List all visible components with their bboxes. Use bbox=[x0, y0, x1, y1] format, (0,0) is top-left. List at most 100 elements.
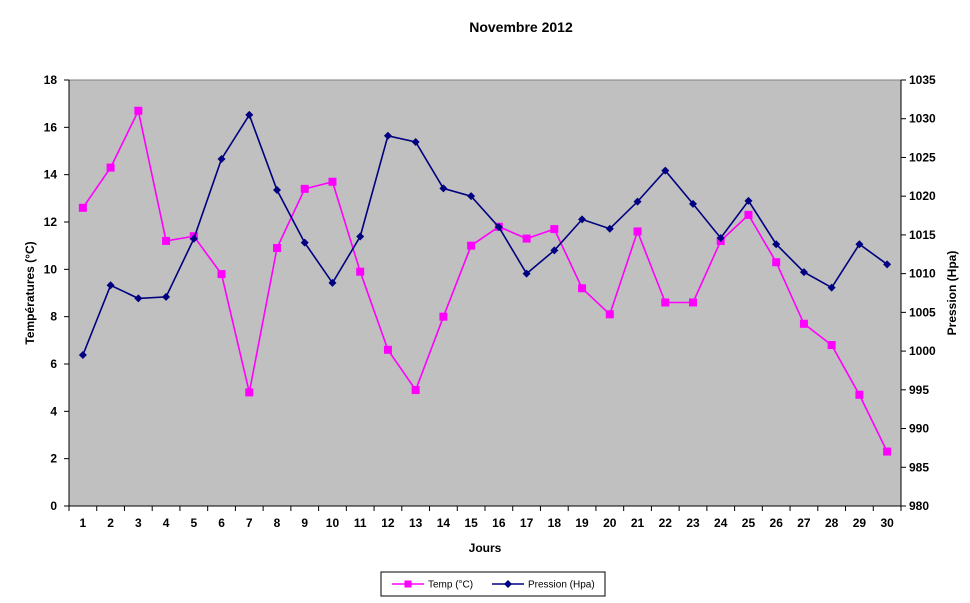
chart-title: Novembre 2012 bbox=[469, 19, 573, 35]
x-tick-label: 1 bbox=[80, 516, 87, 530]
x-tick-label: 10 bbox=[326, 516, 340, 530]
pression-point bbox=[883, 260, 892, 269]
x-tick-label: 15 bbox=[464, 516, 478, 530]
right-tick-label: 1010 bbox=[909, 267, 936, 281]
temp-point bbox=[827, 341, 836, 350]
pression-point bbox=[716, 234, 725, 243]
series-line-0 bbox=[82, 108, 888, 452]
temp-point bbox=[744, 210, 753, 219]
x-tick-label: 6 bbox=[218, 516, 225, 530]
temp-point bbox=[855, 390, 864, 399]
x-axis-ticks: 1 2 3 4 5 6 7 8 9 10 11 12 13 14 15 16 17 18 19 20 21 22 23 24 2… bbox=[68, 506, 902, 530]
right-axis-ticks: 980 985 990 995 1000 1005 1010 1015 1020 1025 1030… bbox=[901, 73, 936, 513]
pression-point bbox=[383, 131, 392, 140]
right-tick-label: 1000 bbox=[909, 344, 936, 358]
temp-point bbox=[78, 203, 87, 212]
x-tick-label: 17 bbox=[520, 516, 534, 530]
pression-point bbox=[217, 155, 226, 164]
pression-point bbox=[578, 215, 587, 224]
x-tick-label: 20 bbox=[603, 516, 617, 530]
pression-point bbox=[855, 240, 864, 249]
pression-point bbox=[550, 246, 559, 255]
x-tick-label: 9 bbox=[301, 516, 308, 530]
legend: Temp (°C) Pression (Hpa) bbox=[380, 571, 606, 597]
x-tick-label: 24 bbox=[714, 516, 728, 530]
pression-point bbox=[78, 350, 87, 359]
x-tick-label: 8 bbox=[274, 516, 281, 530]
pression-point bbox=[273, 185, 281, 194]
pression-point bbox=[106, 281, 115, 290]
pression-point bbox=[827, 283, 836, 292]
right-tick-label: 1030 bbox=[909, 112, 936, 126]
x-tick-label: 29 bbox=[853, 516, 867, 530]
temp-point bbox=[383, 345, 392, 354]
legend-marker-pression bbox=[504, 580, 512, 588]
right-tick-label: 995 bbox=[909, 383, 929, 397]
legend-label-1: Pression (Hpa) bbox=[528, 580, 595, 591]
x-tick-label: 5 bbox=[190, 516, 197, 530]
temp-point bbox=[217, 270, 226, 279]
pression-point bbox=[689, 199, 697, 208]
right-tick-label: 1025 bbox=[909, 150, 936, 164]
left-tick-label: 8 bbox=[50, 310, 57, 324]
y-axis-right-label: Pression (Hpa) bbox=[945, 251, 959, 336]
temp-point bbox=[633, 227, 642, 236]
x-tick-label: 16 bbox=[492, 516, 506, 530]
left-tick-label: 0 bbox=[50, 499, 57, 513]
left-tick-label: 18 bbox=[44, 73, 58, 87]
temp-point bbox=[578, 284, 587, 293]
x-tick-label: 23 bbox=[686, 516, 700, 530]
temp-point bbox=[134, 106, 143, 115]
pression-point bbox=[467, 192, 476, 201]
pression-point bbox=[439, 184, 448, 193]
right-tick-label: 980 bbox=[909, 499, 929, 513]
temp-point bbox=[273, 244, 281, 253]
x-tick-label: 26 bbox=[770, 516, 784, 530]
pression-point bbox=[605, 224, 614, 233]
x-tick-label: 25 bbox=[742, 516, 756, 530]
temp-point bbox=[772, 258, 781, 267]
x-tick-label: 11 bbox=[354, 516, 367, 530]
series-layer bbox=[78, 106, 892, 456]
pression-point bbox=[134, 294, 143, 303]
left-tick-label: 14 bbox=[44, 168, 58, 182]
temp-point bbox=[106, 163, 115, 172]
temp-point bbox=[467, 241, 476, 250]
pression-point bbox=[633, 197, 642, 206]
left-tick-label: 6 bbox=[50, 357, 57, 371]
x-tick-label: 22 bbox=[659, 516, 673, 530]
x-tick-label: 7 bbox=[246, 516, 253, 530]
plot-area bbox=[68, 79, 902, 507]
pression-point bbox=[522, 269, 531, 278]
temp-point bbox=[356, 267, 365, 276]
temp-point bbox=[245, 388, 254, 397]
right-tick-label: 1015 bbox=[909, 228, 936, 242]
series-line-1 bbox=[82, 113, 888, 356]
x-tick-label: 27 bbox=[797, 516, 811, 530]
right-tick-label: 1005 bbox=[909, 305, 936, 319]
x-tick-label: 18 bbox=[548, 516, 562, 530]
temp-point bbox=[799, 319, 808, 328]
pression-point bbox=[494, 223, 503, 232]
left-tick-label: 12 bbox=[44, 215, 58, 229]
temp-point bbox=[162, 236, 171, 245]
pression-point bbox=[411, 137, 420, 146]
pression-point bbox=[661, 166, 670, 175]
x-tick-label: 19 bbox=[575, 516, 589, 530]
y-axis-left-label: Températures (°C) bbox=[23, 241, 37, 344]
x-tick-label: 12 bbox=[381, 516, 395, 530]
temp-point bbox=[550, 225, 559, 234]
right-tick-label: 1020 bbox=[909, 189, 936, 203]
temp-point bbox=[439, 312, 448, 321]
temp-point bbox=[328, 177, 337, 186]
left-tick-label: 2 bbox=[50, 452, 57, 466]
right-tick-label: 985 bbox=[909, 460, 929, 474]
temp-point bbox=[883, 447, 892, 456]
left-tick-label: 10 bbox=[44, 262, 58, 276]
legend-marker-temp bbox=[404, 580, 412, 588]
temp-point bbox=[522, 234, 531, 243]
x-tick-label: 30 bbox=[880, 516, 894, 530]
pression-point bbox=[245, 110, 254, 119]
x-tick-label: 21 bbox=[631, 516, 645, 530]
